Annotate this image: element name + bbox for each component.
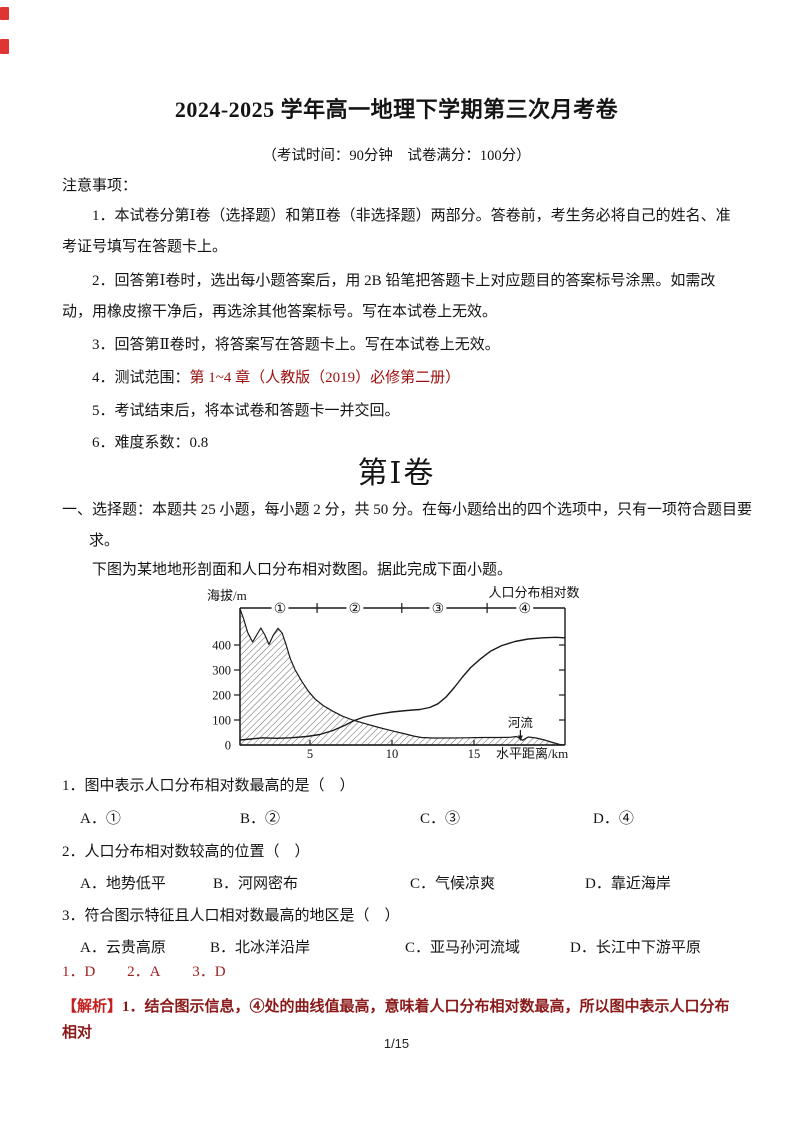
analysis-marker: 【解析】 bbox=[62, 999, 123, 1015]
zone-label-bg bbox=[271, 599, 289, 617]
notice-item-2: 2．回答第Ⅰ卷时，选出每小题答案后，用 2B 铅笔把答题卡上对应题目的答案标号涂… bbox=[62, 273, 716, 320]
right-axis-title: 人口分布相对数 bbox=[488, 586, 579, 600]
y-tick-label: 0 bbox=[225, 739, 231, 753]
notice-item-6: 6．难度系数：0.8 bbox=[92, 435, 209, 451]
left-axis-title: 海拔/m bbox=[207, 588, 247, 603]
option-2b: B．河网密布 bbox=[213, 876, 299, 892]
question-3-stem: 3．符合图示特征且人口相对数最高的地区是（ ） bbox=[62, 908, 400, 924]
question-1-stem: 1．图中表示人口分布相对数最高的是（ ） bbox=[62, 778, 355, 794]
zone-label-bg bbox=[516, 599, 534, 617]
y-tick-label: 400 bbox=[212, 639, 231, 653]
y-tick-label: 200 bbox=[212, 689, 231, 703]
option-3c: C．亚马孙河流域 bbox=[405, 940, 521, 956]
population-curve bbox=[239, 636, 565, 741]
notice-item-1: 1．本试卷分第Ⅰ卷（选择题）和第Ⅱ卷（非选择题）两部分。答卷前，考生务必将自己的… bbox=[62, 208, 731, 255]
zone-label: ④ bbox=[519, 602, 532, 617]
question-2-stem: 2．人口分布相对数较高的位置（ ） bbox=[62, 844, 310, 860]
stimulus-text: 下图为某地地形剖面和人口分布相对数图。据此完成下面小题。 bbox=[92, 562, 513, 578]
question-3-options: A．云贵高原 B．北冰洋沿岸 C．亚马孙河流域 D．长江中下游平原 bbox=[62, 938, 731, 958]
river-label: 河流 bbox=[508, 716, 534, 730]
answer-3: 3．D bbox=[192, 964, 226, 980]
red-edge-mark-1 bbox=[0, 7, 9, 20]
elevation-population-chart: 0 100 200 300 400 5 10 15 ① ② ③ ④ 海拔/m 人口分布相对数水平距离/km… bbox=[207, 585, 580, 761]
section-intro: 一、选择题：本题共 25 小题，每小题 2 分，共 50 分。在每小题给出的四个… bbox=[62, 502, 753, 549]
zone-label: ① bbox=[274, 602, 287, 617]
notice-item-5: 5．考试结束后，将本试卷和答题卡一并交回。 bbox=[92, 403, 400, 419]
elevation-population-figure: 0 100 200 300 400 5 10 15 ① ② ③ ④ 海拔/m 人口分布相对数 水平距离/km… bbox=[195, 585, 600, 768]
x-tick-label: 10 bbox=[386, 747, 399, 761]
option-2c: C．气候凉爽 bbox=[410, 876, 496, 892]
answer-1: 1．D bbox=[62, 964, 96, 980]
notice-item-4-scope: 第 1~4 章（人教版（2019）必修第二册） bbox=[189, 370, 461, 386]
option-3d: D．长江中下游平原 bbox=[570, 940, 701, 956]
option-1c: C．③ bbox=[420, 811, 461, 827]
exam-title: 2024-2025 学年高一地理下学期第三次月考卷 bbox=[174, 97, 619, 122]
option-1b: B．② bbox=[240, 811, 281, 827]
option-1a: A．① bbox=[80, 811, 121, 827]
question-2-options: A．地势低平 B．河网密布 C．气候凉爽 D．靠近海岸 bbox=[62, 874, 731, 894]
answer-key: 1．D 2．A 3．D bbox=[62, 960, 254, 981]
x-tick-label: 15 bbox=[468, 747, 481, 761]
notice-item-4-prefix: 4．测试范围： bbox=[92, 370, 190, 386]
x-tick-label: 5 bbox=[307, 747, 313, 761]
zone-label: ② bbox=[349, 602, 362, 617]
zone-label-bg bbox=[346, 599, 364, 617]
zone-label: ③ bbox=[432, 602, 445, 617]
page-number: 1/15 bbox=[383, 1036, 410, 1051]
answer-2: 2．A bbox=[127, 964, 161, 980]
analysis-text: 【解析】1．结合图示信息，④处的曲线值最高，意味着人口分布相对数最高，所以图中表… bbox=[62, 994, 731, 1046]
exam-subtitle: （考试时间：90分钟 试卷满分：100分） bbox=[262, 148, 531, 164]
y-tick-label: 300 bbox=[212, 664, 231, 678]
option-2a: A．地势低平 bbox=[80, 876, 166, 892]
x-axis-title: 水平距离/km bbox=[496, 746, 568, 761]
question-1-options: A．① B．② C．③ D．④ bbox=[62, 809, 731, 829]
analysis-body: 1．结合图示信息，④处的曲线值最高，意味着人口分布相对数最高，所以图中表示人口分… bbox=[62, 999, 730, 1041]
section-heading: 第Ⅰ卷 bbox=[357, 457, 436, 490]
option-1d: D．④ bbox=[593, 811, 634, 827]
option-2d: D．靠近海岸 bbox=[585, 876, 671, 892]
option-3a: A．云贵高原 bbox=[80, 940, 166, 956]
terrain-profile-area bbox=[239, 608, 565, 746]
option-3b: B．北冰洋沿岸 bbox=[210, 940, 311, 956]
zone-label-bg bbox=[429, 599, 447, 617]
river-arrowhead bbox=[517, 735, 523, 741]
notice-item-3: 3．回答第Ⅱ卷时，将答案写在答题卡上。写在本试卷上无效。 bbox=[92, 337, 500, 353]
notice-item-4: 4．测试范围：第 1~4 章（人教版（2019）必修第二册） bbox=[62, 363, 731, 394]
notice-heading: 注意事项： bbox=[62, 178, 138, 194]
red-edge-mark-2 bbox=[0, 39, 9, 54]
y-tick-label: 100 bbox=[212, 714, 231, 728]
